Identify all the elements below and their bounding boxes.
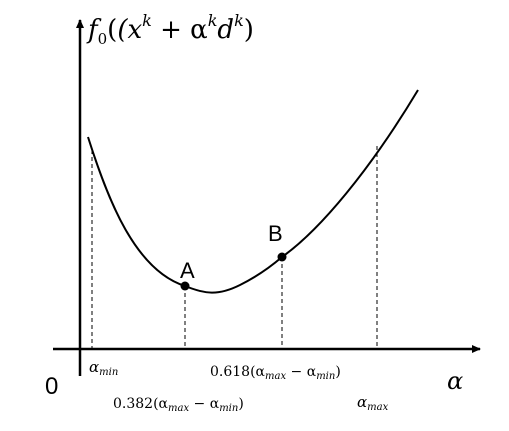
tick-label-alpha-max: αmax — [357, 393, 389, 413]
tick-label-alpha-min: αmin — [89, 358, 118, 378]
point-b-label: B — [268, 221, 283, 246]
point-a-marker — [180, 281, 190, 291]
tick-label-b-position: 0.618(αmax − αmin) — [210, 364, 341, 382]
objective-curve — [87, 89, 419, 294]
y-axis-label: f0((xk + αkdk) — [86, 11, 254, 48]
guide-lines — [91, 146, 378, 349]
x-axis-label: α — [447, 367, 463, 395]
tick-label-a-position: 0.382(αmax − αmin) — [113, 396, 244, 414]
point-b-marker — [277, 252, 287, 262]
origin-label: 0 — [45, 373, 58, 400]
point-a-label: A — [180, 258, 195, 283]
